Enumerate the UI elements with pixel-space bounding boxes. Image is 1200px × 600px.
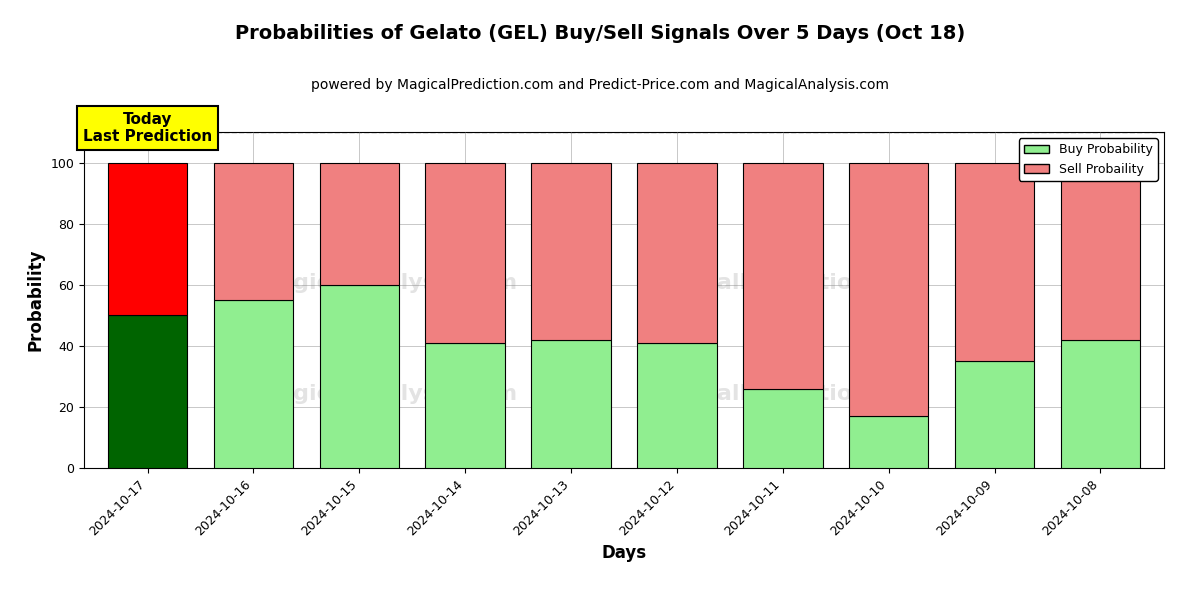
Text: MagicalPrediction.com: MagicalPrediction.com xyxy=(643,384,929,404)
Bar xyxy=(1061,340,1140,468)
Bar xyxy=(743,389,822,468)
Bar xyxy=(637,343,716,468)
Bar xyxy=(108,163,187,315)
Bar xyxy=(532,163,611,340)
Y-axis label: Probability: Probability xyxy=(26,249,44,351)
Legend: Buy Probability, Sell Probaility: Buy Probability, Sell Probaility xyxy=(1019,138,1158,181)
X-axis label: Days: Days xyxy=(601,544,647,562)
Bar xyxy=(532,340,611,468)
Bar xyxy=(108,315,187,468)
Bar xyxy=(850,163,929,416)
Bar xyxy=(214,163,293,300)
Text: MagicalAnalysis.com: MagicalAnalysis.com xyxy=(256,384,517,404)
Bar xyxy=(955,163,1034,361)
Bar xyxy=(637,163,716,343)
Bar xyxy=(850,416,929,468)
Bar xyxy=(426,163,505,343)
Bar xyxy=(1061,163,1140,340)
Text: Today
Last Prediction: Today Last Prediction xyxy=(83,112,212,144)
Bar xyxy=(743,163,822,389)
Text: MagicalAnalysis.com: MagicalAnalysis.com xyxy=(256,273,517,293)
Text: MagicalPrediction.com: MagicalPrediction.com xyxy=(643,273,929,293)
Text: powered by MagicalPrediction.com and Predict-Price.com and MagicalAnalysis.com: powered by MagicalPrediction.com and Pre… xyxy=(311,78,889,92)
Text: Probabilities of Gelato (GEL) Buy/Sell Signals Over 5 Days (Oct 18): Probabilities of Gelato (GEL) Buy/Sell S… xyxy=(235,24,965,43)
Bar xyxy=(426,343,505,468)
Bar xyxy=(319,285,400,468)
Bar xyxy=(319,163,400,285)
Bar xyxy=(214,300,293,468)
Bar xyxy=(955,361,1034,468)
